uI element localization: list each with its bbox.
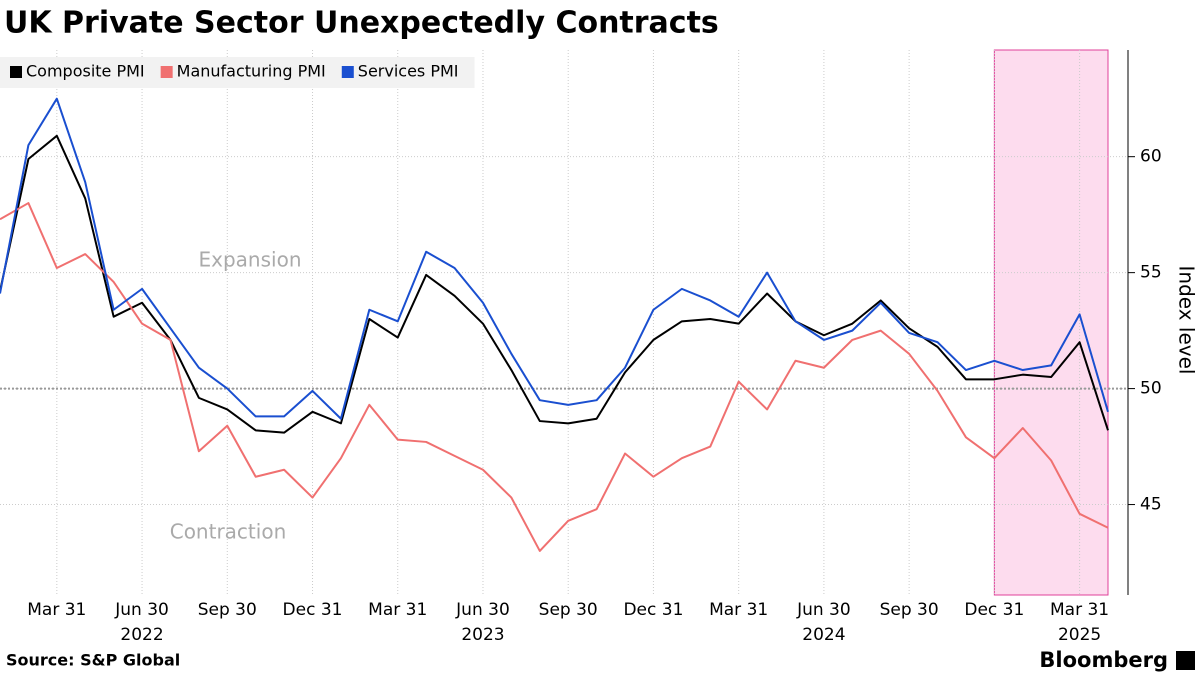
x-tick-label: Jun 30 — [455, 600, 510, 620]
x-tick-label: Jun 30 — [114, 600, 169, 620]
x-tick-label: Sep 30 — [539, 600, 598, 620]
year-label: 2023 — [461, 625, 504, 645]
y-tick-label: 55 — [1140, 263, 1162, 283]
x-tick-label: Mar 31 — [27, 600, 86, 620]
legend-label: Manufacturing PMI — [177, 62, 326, 81]
y-tick-label: 45 — [1140, 495, 1162, 515]
series-line — [0, 202, 1109, 552]
year-label: 2022 — [120, 625, 163, 645]
x-tick-label: Mar 31 — [1050, 600, 1109, 620]
legend-bg — [0, 57, 475, 88]
brand-icon — [1176, 651, 1195, 670]
legend-swatch — [341, 66, 354, 78]
y-axis-label: Index level — [1175, 266, 1199, 375]
series-line — [0, 97, 1109, 420]
x-tick-label: Mar 31 — [368, 600, 427, 620]
x-tick-label: Sep 30 — [198, 600, 257, 620]
year-label: 2024 — [802, 625, 845, 645]
legend-label: Composite PMI — [26, 62, 145, 81]
x-tick-label: Dec 31 — [623, 600, 683, 620]
legend-swatch — [10, 66, 22, 78]
source: Source: S&P Global — [6, 651, 180, 670]
legend-label: Services PMI — [358, 62, 459, 81]
y-tick-label: 50 — [1140, 379, 1162, 399]
year-label: 2025 — [1058, 625, 1101, 645]
x-tick-label: Mar 31 — [709, 600, 768, 620]
brand: Bloomberg — [1039, 648, 1168, 672]
chart-title: UK Private Sector Unexpectedly Contracts — [4, 6, 719, 41]
x-tick-label: Dec 31 — [964, 600, 1024, 620]
annotation: Expansion — [199, 248, 302, 272]
y-tick-label: 60 — [1140, 147, 1162, 167]
shaded-range — [993, 49, 1109, 596]
legend: Composite PMI Manufacturing PMI Services P… — [0, 57, 475, 88]
x-tick-label: Jun 30 — [796, 600, 851, 620]
x-tick-label: Sep 30 — [880, 600, 939, 620]
x-tick-label: Dec 31 — [283, 600, 343, 620]
annotation: Contraction — [170, 520, 287, 544]
legend-swatch — [160, 66, 173, 78]
